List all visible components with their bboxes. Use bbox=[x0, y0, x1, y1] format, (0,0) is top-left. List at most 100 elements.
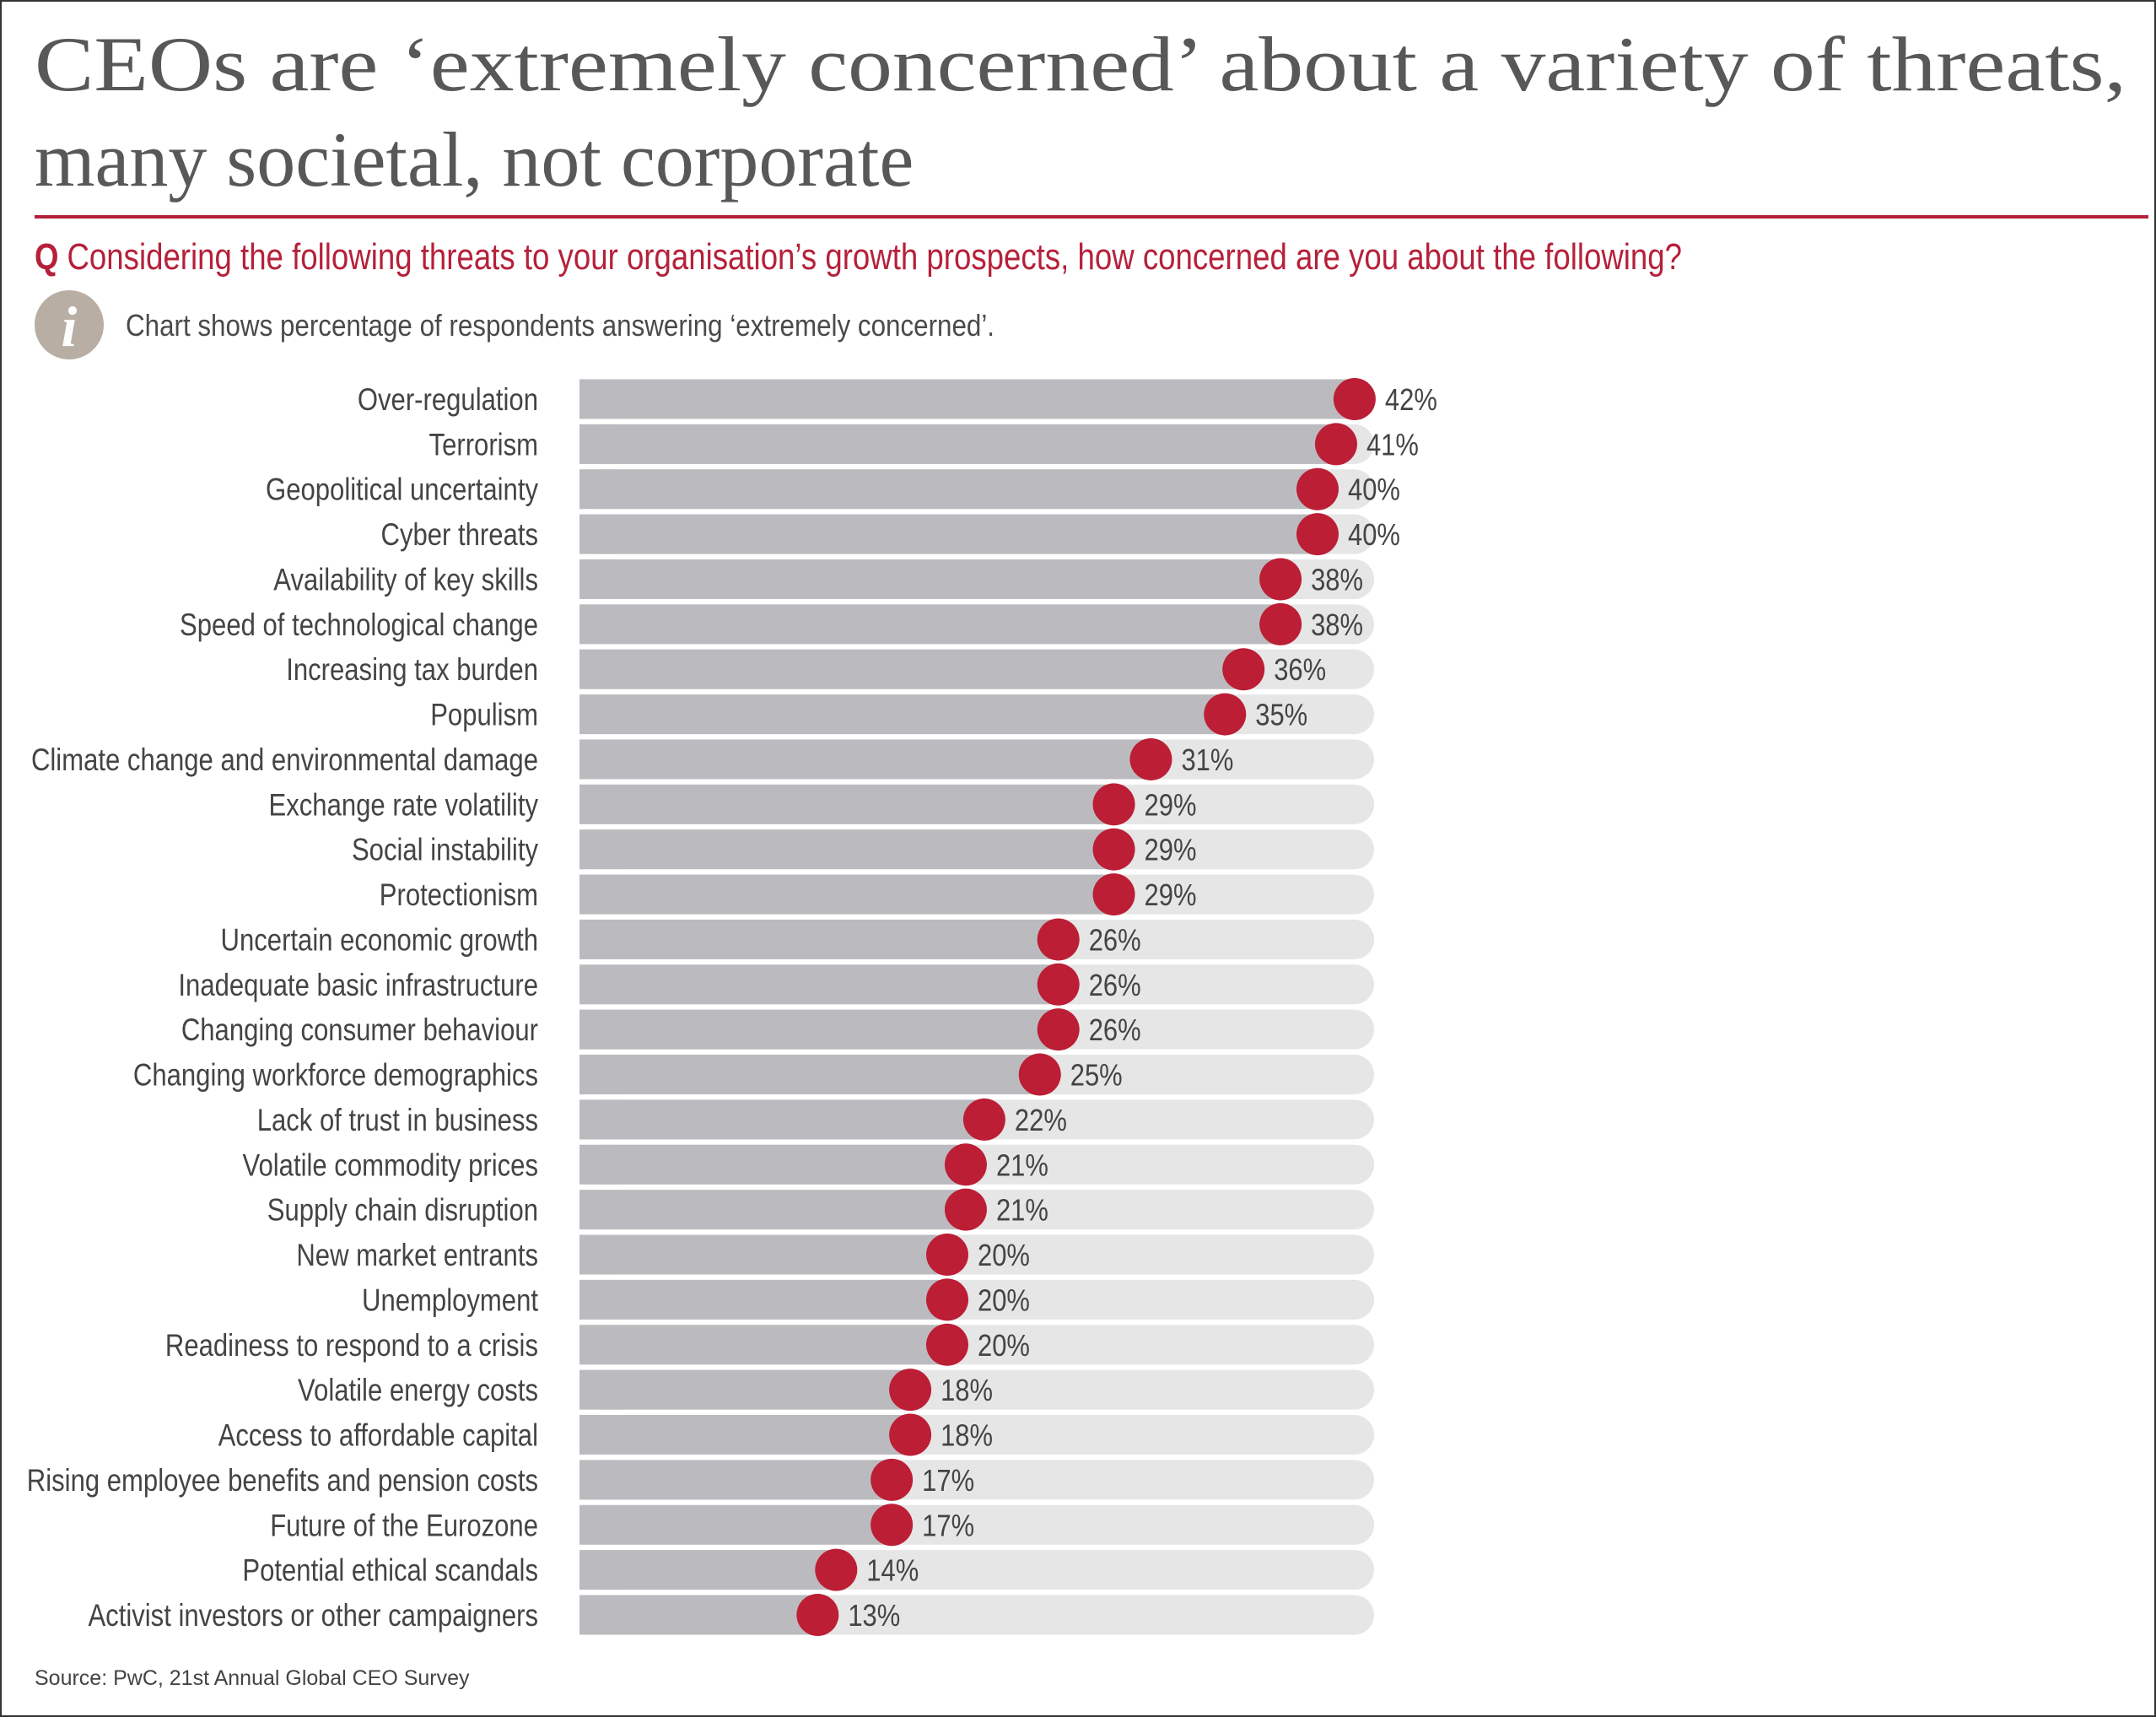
category-label: Readiness to respond to a crisis bbox=[165, 1328, 538, 1363]
bar-row: Availability of key skills 38% bbox=[273, 558, 1374, 601]
bar-row: Changing consumer behaviour 26% bbox=[181, 1008, 1374, 1051]
chart-note: Chart shows percentage of respondents an… bbox=[126, 308, 994, 343]
value-dot bbox=[944, 1188, 987, 1231]
bar-row: Geopolitical uncertainty 40% bbox=[266, 467, 1400, 510]
category-label: New market entrants bbox=[296, 1239, 538, 1273]
bar-row: Readiness to respond to a crisis 20% bbox=[165, 1323, 1374, 1366]
value-dot bbox=[1296, 513, 1339, 556]
svg-text:i: i bbox=[62, 294, 78, 359]
category-label: Rising employee benefits and pension cos… bbox=[27, 1463, 538, 1498]
bar-fill bbox=[579, 919, 1059, 959]
bar-row: Volatile energy costs 18% bbox=[298, 1369, 1374, 1412]
category-label: Potential ethical scandals bbox=[242, 1553, 538, 1588]
category-label: Volatile commodity prices bbox=[242, 1148, 538, 1183]
category-label: Changing workforce demographics bbox=[133, 1058, 538, 1093]
category-label: Activist investors or other campaigners bbox=[88, 1599, 538, 1633]
bar-fill bbox=[579, 1460, 892, 1500]
bar-fill bbox=[579, 874, 1114, 915]
bar-row: Protectionism 29% bbox=[380, 873, 1374, 916]
category-label: Speed of technological change bbox=[180, 607, 538, 642]
bar-fill bbox=[579, 424, 1336, 464]
value-label: 40% bbox=[1348, 519, 1400, 553]
value-label: 26% bbox=[1089, 969, 1141, 1003]
category-label: Changing consumer behaviour bbox=[181, 1013, 538, 1048]
value-label: 18% bbox=[941, 1374, 993, 1408]
bar-fill bbox=[579, 1144, 966, 1185]
category-label: Future of the Eurozone bbox=[270, 1509, 538, 1543]
bar-row: Over-regulation 42% bbox=[358, 378, 1437, 420]
value-dot bbox=[1333, 378, 1376, 420]
bar-fill bbox=[579, 739, 1151, 780]
bar-fill bbox=[579, 1009, 1059, 1050]
chart-title-line1: CEOs are ‘extremely concerned’ about a v… bbox=[35, 21, 2126, 107]
category-label: Protectionism bbox=[380, 878, 538, 913]
bar-fill bbox=[579, 514, 1318, 554]
value-label: 20% bbox=[978, 1239, 1030, 1273]
chart-rows: Over-regulation 42% Terrorism 41% Geopolitic… bbox=[27, 378, 1437, 1636]
value-dot bbox=[1259, 558, 1302, 601]
value-dot bbox=[926, 1323, 968, 1366]
value-label: 22% bbox=[1015, 1104, 1067, 1138]
value-label: 36% bbox=[1274, 654, 1326, 688]
value-dot bbox=[889, 1369, 932, 1412]
category-label: Uncertain economic growth bbox=[221, 923, 538, 958]
value-label: 20% bbox=[978, 1330, 1030, 1363]
category-label: Populism bbox=[430, 698, 538, 732]
value-label: 41% bbox=[1366, 429, 1419, 462]
bar-row: Future of the Eurozone 17% bbox=[270, 1504, 1374, 1547]
bar-fill bbox=[579, 1190, 966, 1230]
bar-row: Lack of trust in business 22% bbox=[257, 1098, 1374, 1141]
value-label: 26% bbox=[1089, 924, 1141, 958]
bar-fill bbox=[579, 1595, 818, 1635]
category-label: Cyber threats bbox=[381, 518, 538, 553]
bar-row: Rising employee benefits and pension cos… bbox=[27, 1458, 1374, 1501]
value-dot bbox=[1314, 423, 1357, 466]
bar-fill bbox=[579, 1099, 984, 1140]
value-dot bbox=[1037, 918, 1080, 961]
bar-row: Increasing tax burden 36% bbox=[286, 648, 1374, 691]
value-label: 38% bbox=[1311, 564, 1363, 597]
category-label: Lack of trust in business bbox=[257, 1103, 538, 1137]
value-dot bbox=[1129, 737, 1172, 780]
bar-row: Cyber threats 40% bbox=[381, 513, 1400, 556]
value-dot bbox=[1296, 467, 1339, 510]
value-label: 42% bbox=[1385, 384, 1437, 418]
value-dot bbox=[926, 1278, 968, 1321]
category-label: Supply chain disruption bbox=[267, 1193, 538, 1228]
bar-fill bbox=[579, 604, 1281, 645]
bar-fill bbox=[579, 1504, 892, 1545]
question: QConsidering the following threats to yo… bbox=[35, 236, 1682, 278]
value-label: 29% bbox=[1145, 879, 1197, 913]
info-icon: i bbox=[35, 290, 104, 359]
value-dot bbox=[1222, 648, 1265, 691]
value-label: 21% bbox=[996, 1195, 1048, 1228]
category-label: Unemployment bbox=[362, 1283, 538, 1318]
bar-fill bbox=[579, 1415, 911, 1455]
category-label: Volatile energy costs bbox=[298, 1374, 538, 1408]
value-label: 31% bbox=[1181, 744, 1233, 778]
source-note: Source: PwC, 21st Annual Global CEO Surv… bbox=[35, 1666, 470, 1690]
value-dot bbox=[870, 1458, 914, 1501]
value-label: 17% bbox=[922, 1509, 974, 1543]
value-dot bbox=[1037, 1008, 1080, 1051]
bar-row: Exchange rate volatility 29% bbox=[268, 783, 1374, 826]
bar-row: Climate change and environmental damage 3… bbox=[31, 737, 1374, 780]
title-divider bbox=[35, 215, 2148, 219]
bar-row: Potential ethical scandals 14% bbox=[242, 1548, 1374, 1591]
question-prefix: Q bbox=[35, 236, 58, 278]
category-label: Increasing tax burden bbox=[286, 653, 538, 688]
value-label: 20% bbox=[978, 1284, 1030, 1318]
category-label: Social instability bbox=[352, 833, 539, 867]
category-label: Availability of key skills bbox=[273, 563, 538, 597]
bar-row: Volatile commodity prices 21% bbox=[242, 1143, 1374, 1186]
value-dot bbox=[1037, 963, 1080, 1006]
category-label: Exchange rate volatility bbox=[268, 788, 538, 823]
value-label: 38% bbox=[1311, 609, 1363, 643]
bar-fill bbox=[579, 469, 1318, 510]
bar-row: Unemployment 20% bbox=[362, 1278, 1374, 1321]
bar-fill bbox=[579, 829, 1114, 870]
value-dot bbox=[870, 1504, 914, 1547]
bar-row: Changing workforce demographics 25% bbox=[133, 1053, 1374, 1096]
value-dot bbox=[1092, 828, 1135, 871]
